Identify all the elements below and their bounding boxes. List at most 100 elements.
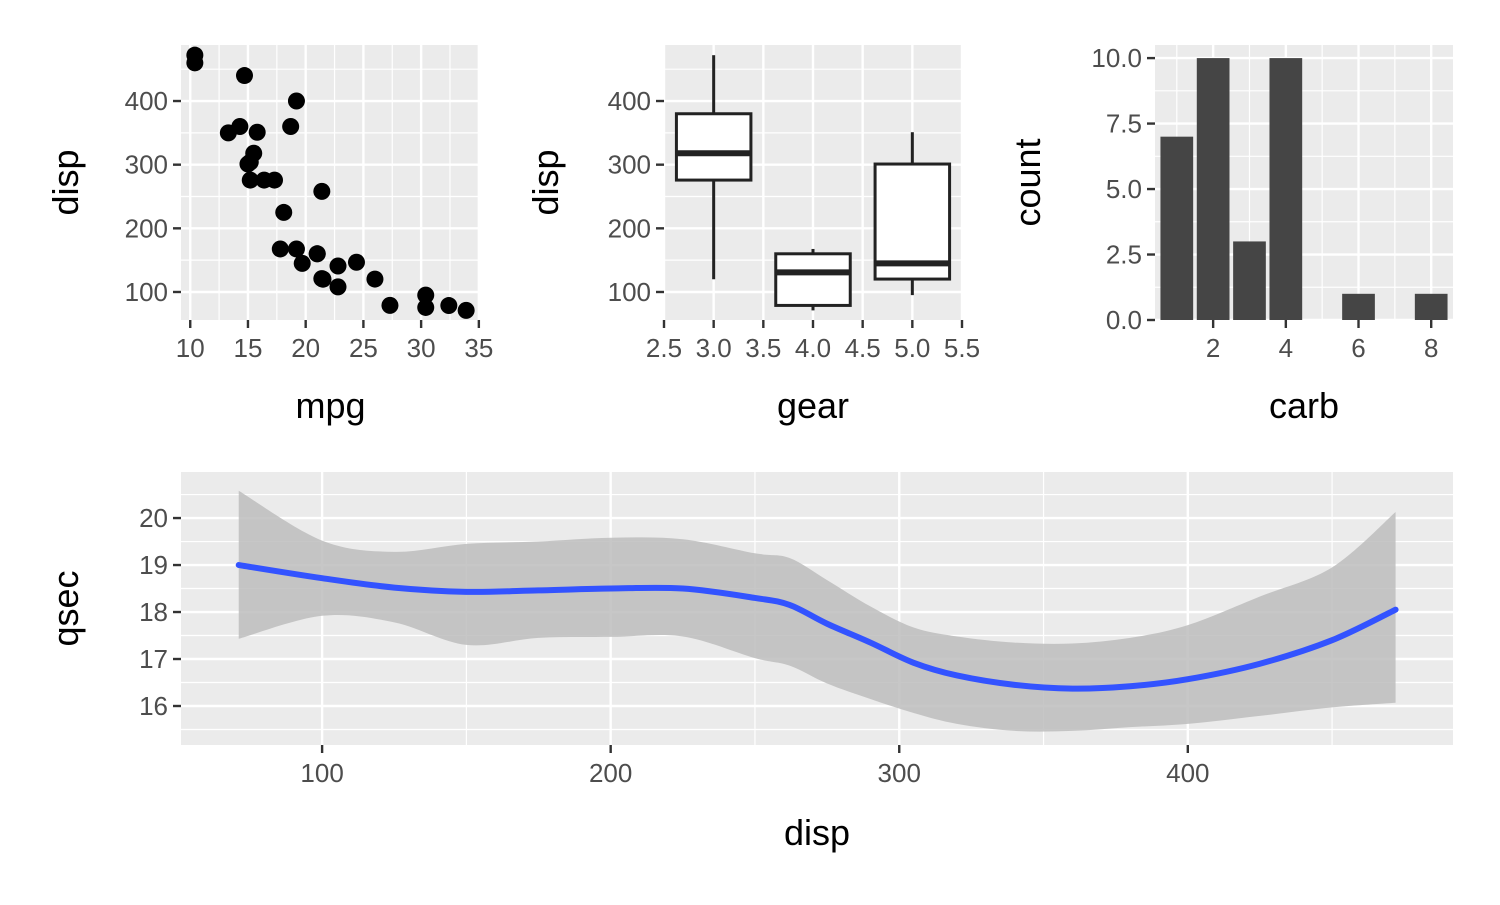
x-tick-label: 3.5 [745,333,781,363]
scatter-point [235,67,253,85]
scatter-point [440,297,458,315]
x-tick-label: 8 [1424,333,1438,363]
panel-background [181,45,480,320]
scatter-point [248,123,266,141]
scatter-point [241,171,259,189]
x-tick-label: 4.5 [845,333,881,363]
scatter-point [271,240,289,258]
bars [1160,58,1448,320]
smooth-panel-disp-qsec: 100 200 300 400 16 17 18 19 20 disp qsec [45,472,1453,853]
bar-carb-2 [1196,58,1230,320]
confidence-ribbon [238,490,1396,732]
scatter-point [308,245,326,263]
x-axis-title: carb [1269,385,1339,426]
y-tick-label: 20 [139,503,168,533]
y-tick-label: 300 [608,150,651,180]
scatter-point [366,270,384,288]
x-tick-label: 2.5 [646,333,682,363]
y-axis-title: count [1007,138,1048,226]
y-tick-label: 400 [608,86,651,116]
y-axis-title: qsec [45,570,86,646]
box-body [873,162,952,281]
box-gear-3 [674,55,753,280]
smooth-line [235,562,1399,692]
x-tick-label: 200 [589,758,632,788]
axes: 10 15 20 25 30 35 100 200 300 400 mpg disp [45,86,493,426]
y-axis-title: disp [525,149,566,215]
scatter-point [313,270,331,288]
scatter-point [186,54,204,72]
y-tick-label: 16 [139,691,168,721]
bar-carb-4 [1269,58,1303,320]
bar-panel-carb-count: 2 4 6 8 0.0 2.5 5.0 7.5 10.0 carb count [1007,43,1453,426]
y-tick-label: 400 [125,86,168,116]
scatter-point [329,278,347,296]
x-tick-label: 25 [349,333,378,363]
scatter-point [329,257,347,275]
y-tick-label: 19 [139,550,168,580]
y-axis-title: disp [45,149,86,215]
x-tick-label: 10 [176,333,205,363]
bar-carb-6 [1342,293,1375,320]
axes: 2 4 6 8 0.0 2.5 5.0 7.5 10.0 carb count [1007,43,1438,426]
x-tick-label: 4 [1279,333,1293,363]
scatter-point [293,254,311,272]
x-axis-title: disp [784,812,850,853]
bar-carb-1 [1160,136,1194,320]
x-tick-label: 5.5 [944,333,980,363]
scatter-point [287,92,305,110]
box-body [774,252,852,307]
scatter-point [347,253,365,271]
boxplot-panel-gear-disp: 2.5 3.0 3.5 4.0 4.5 5.0 5.5 100 200 300 400 gear dis… [525,45,980,426]
x-tick-label: 300 [878,758,921,788]
y-tick-label: 0.0 [1106,305,1142,335]
scatter-point [282,117,300,135]
x-tick-label: 15 [233,333,262,363]
scatter-point [313,182,331,200]
bar-carb-3 [1233,241,1266,320]
x-tick-label: 100 [300,758,343,788]
scatter-point [381,296,399,314]
x-tick-label: 20 [291,333,320,363]
scatter-point [266,171,284,189]
y-tick-label: 200 [125,213,168,243]
scatter-point [239,155,257,173]
box-gear-5 [873,132,952,296]
x-tick-label: 2 [1206,333,1220,363]
scatter-panel-mpg-disp: 10 15 20 25 30 35 100 200 300 400 mpg disp [45,45,493,426]
x-axis-title: gear [777,385,849,426]
x-tick-label: 35 [464,333,493,363]
axes: 100 200 300 400 16 17 18 19 20 disp qsec [45,503,1210,853]
bar-carb-8 [1414,293,1448,320]
y-tick-label: 200 [608,213,651,243]
y-tick-label: 5.0 [1106,174,1142,204]
scatter-point [287,240,305,258]
x-axis-title: mpg [295,385,365,426]
axes: 2.5 3.0 3.5 4.0 4.5 5.0 5.5 100 200 300 400 gear dis… [525,86,980,426]
y-tick-label: 100 [125,277,168,307]
scatter-points [186,46,475,319]
y-tick-label: 300 [125,150,168,180]
x-tick-label: 4.0 [795,333,831,363]
x-tick-label: 6 [1351,333,1365,363]
scatter-point [275,203,293,221]
x-tick-label: 30 [407,333,436,363]
box-body [674,112,753,182]
y-tick-label: 2.5 [1106,240,1142,270]
boxes [674,55,952,311]
x-tick-label: 3.0 [696,333,732,363]
y-tick-label: 100 [608,277,651,307]
x-tick-label: 5.0 [894,333,930,363]
scatter-point [219,124,237,142]
box-gear-4 [774,248,852,311]
scatter-point [417,286,435,304]
x-tick-label: 400 [1166,758,1209,788]
y-tick-label: 7.5 [1106,109,1142,139]
y-tick-label: 18 [139,597,168,627]
scatter-point [417,298,435,316]
y-tick-label: 17 [139,644,168,674]
y-tick-label: 10.0 [1091,43,1142,73]
scatter-point [457,301,475,319]
